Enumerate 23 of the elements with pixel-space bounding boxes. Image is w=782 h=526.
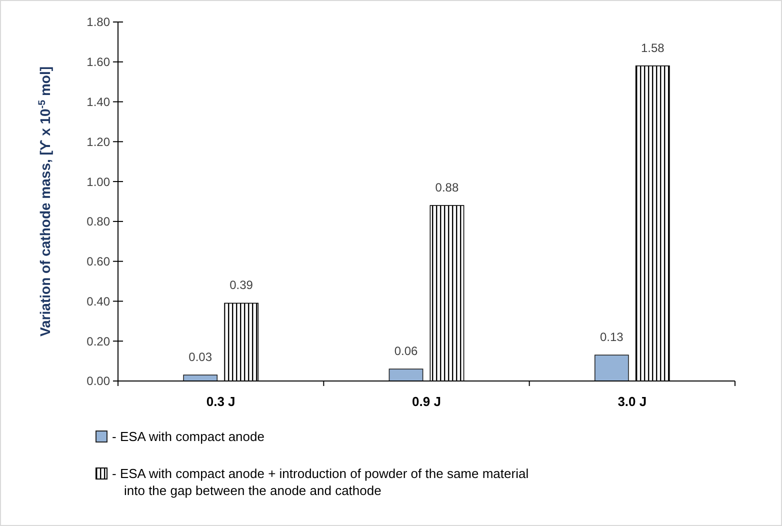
y-tick-label: 0.80	[86, 214, 110, 229]
y-tick-label: 0.40	[86, 294, 110, 308]
y-tick-label: 1.80	[86, 15, 110, 30]
data-label: 0.03	[188, 350, 212, 364]
bar	[594, 354, 629, 382]
y-tick-label: 1.60	[86, 55, 110, 70]
legend-label: - ESA with compact anode	[112, 429, 264, 444]
data-label: 0.13	[600, 330, 624, 344]
y-tick-label: 1.20	[86, 134, 110, 149]
y-tick-label: 1.40	[86, 94, 110, 109]
data-label: 1.58	[640, 40, 665, 55]
x-tick-label: 3.0 J	[618, 394, 647, 409]
legend-label: - ESA with compact anode + introduction of powder of the same material into the gap between the anode and cathode	[112, 466, 529, 498]
data-label: 0.06	[394, 344, 418, 358]
data-label: 0.88	[435, 180, 459, 194]
y-tick-label: 0.00	[86, 374, 110, 388]
y-tick-label: 1.00	[86, 174, 110, 189]
y-tick-label: 0.20	[86, 334, 110, 348]
x-tick-label: 0.3 J	[206, 394, 236, 409]
bar	[388, 368, 424, 382]
y-tick-label: 0.60	[86, 254, 110, 269]
data-label: 0.39	[230, 278, 254, 292]
x-tick-label: 0.9 J	[412, 394, 441, 409]
